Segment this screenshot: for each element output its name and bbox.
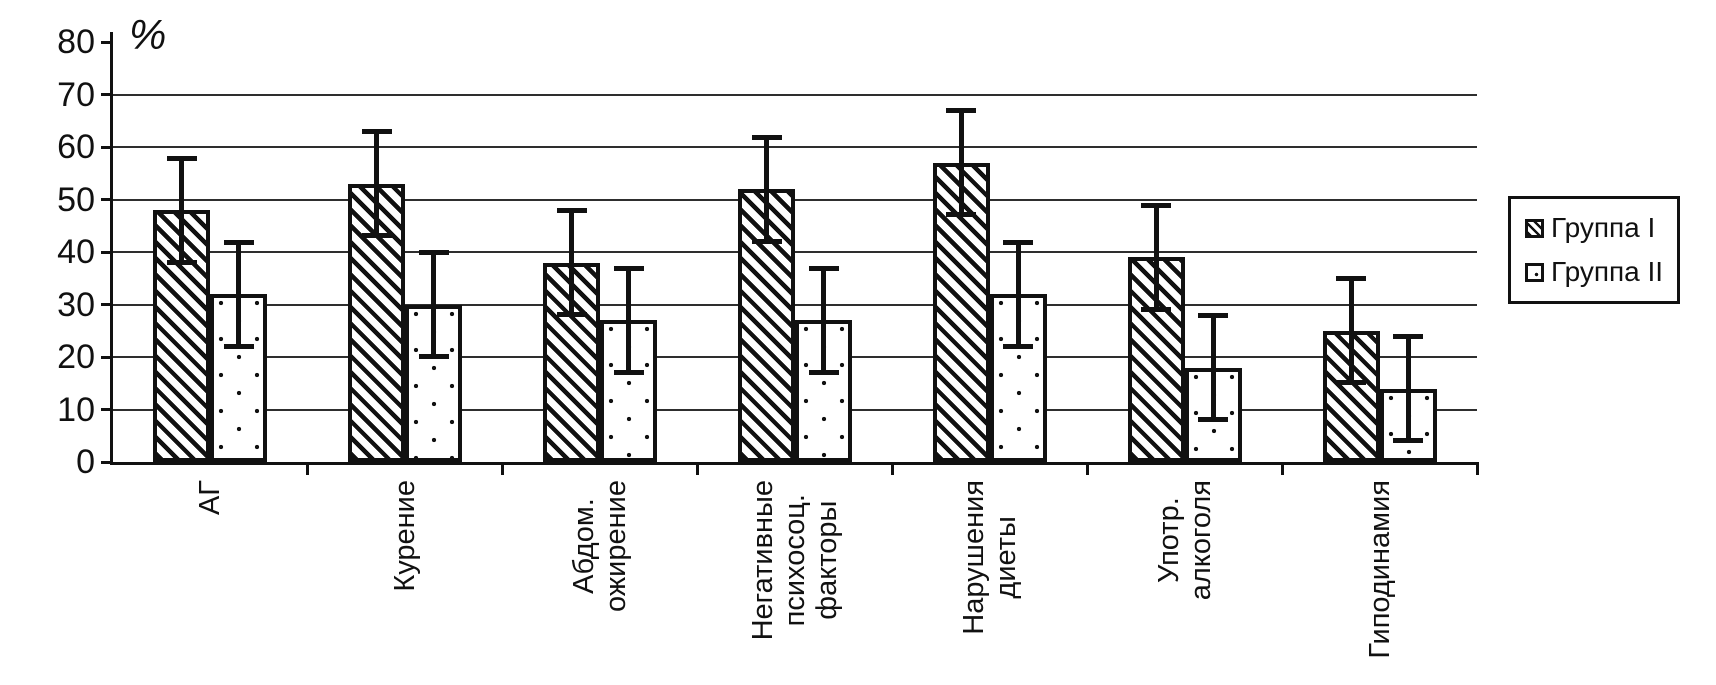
legend: Группа I Группа II xyxy=(1508,196,1680,304)
errorbar-line-group1-cat1 xyxy=(179,157,185,263)
errorbar-line-group2-cat5 xyxy=(1015,241,1021,347)
x-axis-line xyxy=(110,462,1477,465)
gridline-70 xyxy=(113,93,1477,96)
x-tick-7 xyxy=(1475,462,1479,475)
errorbar-bottomcap-group2-cat2 xyxy=(418,354,449,359)
errorbar-bottomcap-group2-cat3 xyxy=(613,369,644,375)
x-tick-3 xyxy=(696,462,700,475)
errorbar-bottomcap-group2-cat1 xyxy=(223,343,254,349)
gridline-40 xyxy=(113,251,1477,253)
errorbar-topcap-group2-cat1 xyxy=(223,239,254,245)
y-tick-30 xyxy=(101,303,113,306)
errorbar-topcap-group2-cat4 xyxy=(808,265,839,271)
errorbar-line-group1-cat7 xyxy=(1348,278,1354,384)
y-tick-label-10: 10 xyxy=(57,390,95,429)
y-tick-label-40: 40 xyxy=(57,233,95,271)
errorbar-line-group2-cat1 xyxy=(236,241,242,347)
errorbar-topcap-group1-cat7 xyxy=(1336,276,1367,282)
gridline-30 xyxy=(113,303,1477,306)
errorbar-topcap-group1-cat2 xyxy=(361,129,392,135)
y-axis-unit-label: % xyxy=(129,11,167,58)
errorbar-bottomcap-group2-cat7 xyxy=(1393,438,1424,443)
errorbar-line-group1-cat5 xyxy=(958,110,964,216)
x-tick-4 xyxy=(890,462,894,475)
errorbar-line-group2-cat2 xyxy=(431,252,437,357)
errorbar-line-group1-cat6 xyxy=(1153,204,1159,310)
errorbar-topcap-group1-cat1 xyxy=(166,155,197,161)
diagonal-hatch-swatch-icon xyxy=(1525,218,1544,238)
errorbar-bottomcap-group1-cat5 xyxy=(946,212,977,218)
bar-group2-cat4 xyxy=(795,320,852,462)
x-category-label-3: Абдом. ожирение xyxy=(568,480,633,613)
errorbar-topcap-group2-cat2 xyxy=(418,250,449,255)
errorbar-line-group1-cat4 xyxy=(764,136,769,242)
errorbar-topcap-group2-cat5 xyxy=(1003,239,1034,245)
gridline-50 xyxy=(113,198,1477,201)
y-tick-50 xyxy=(101,198,113,201)
y-tick-60 xyxy=(101,145,113,149)
y-tick-label-70: 70 xyxy=(57,75,95,114)
y-tick-label-20: 20 xyxy=(57,338,95,376)
x-category-label-5: Нарушения диеты xyxy=(957,480,1022,635)
errorbar-bottomcap-group2-cat5 xyxy=(1003,343,1034,349)
errorbar-bottomcap-group1-cat4 xyxy=(751,238,782,244)
y-tick-label-0: 0 xyxy=(76,443,95,481)
errorbar-line-group2-cat7 xyxy=(1405,336,1411,441)
x-category-label-4: Негативные психосоц. факторы xyxy=(747,480,843,641)
y-tick-label-80: 80 xyxy=(57,23,95,61)
y-tick-10 xyxy=(101,408,113,411)
errorbar-bottomcap-group1-cat6 xyxy=(1141,306,1172,312)
legend-item-group2: Группа II xyxy=(1525,257,1677,287)
x-tick-5 xyxy=(1085,462,1089,475)
errorbar-topcap-group2-cat6 xyxy=(1198,313,1229,318)
x-category-label-2: Курение xyxy=(389,480,422,592)
errorbar-topcap-group2-cat7 xyxy=(1393,334,1424,339)
y-tick-label-30: 30 xyxy=(57,285,95,324)
y-tick-label-60: 60 xyxy=(57,128,95,166)
bar-group2-cat1 xyxy=(210,294,268,462)
x-tick-6 xyxy=(1280,462,1284,475)
errorbar-topcap-group1-cat6 xyxy=(1141,202,1172,208)
errorbar-line-group1-cat2 xyxy=(374,131,380,237)
errorbar-topcap-group2-cat3 xyxy=(613,265,644,271)
errorbar-topcap-group1-cat4 xyxy=(751,134,782,140)
x-category-label-1: АГ xyxy=(194,480,227,516)
y-tick-70 xyxy=(101,93,113,96)
y-tick-20 xyxy=(101,355,113,359)
errorbar-bottomcap-group1-cat3 xyxy=(556,312,587,317)
errorbar-bottomcap-group1-cat1 xyxy=(166,259,197,265)
y-axis-line xyxy=(110,32,113,462)
errorbar-line-group2-cat6 xyxy=(1210,315,1216,420)
gridline-60 xyxy=(113,146,1477,148)
y-tick-40 xyxy=(101,250,113,254)
errorbar-bottomcap-group1-cat7 xyxy=(1336,380,1367,386)
dots-swatch-icon xyxy=(1525,262,1544,282)
errorbar-bottomcap-group2-cat4 xyxy=(808,369,839,375)
errorbar-bottomcap-group1-cat2 xyxy=(361,233,392,239)
y-tick-80 xyxy=(101,40,113,44)
errorbar-line-group1-cat3 xyxy=(569,210,575,315)
y-tick-0 xyxy=(101,460,113,464)
errorbar-topcap-group1-cat3 xyxy=(556,208,587,213)
x-tick-2 xyxy=(501,462,505,475)
bar-group1-cat5 xyxy=(932,162,990,462)
legend-label-group2: Группа II xyxy=(1551,256,1664,287)
errorbar-bottomcap-group2-cat6 xyxy=(1198,417,1229,422)
legend-label-group1: Группа I xyxy=(1551,212,1656,243)
x-category-label-7: Гиподинамия xyxy=(1363,480,1396,659)
x-category-label-6: Употр. алкоголя xyxy=(1152,480,1217,601)
y-tick-label-50: 50 xyxy=(57,180,95,219)
errorbar-topcap-group1-cat5 xyxy=(946,108,977,114)
errorbar-line-group2-cat3 xyxy=(626,267,632,373)
legend-item-group1: Группа I xyxy=(1525,213,1677,243)
errorbar-line-group2-cat4 xyxy=(821,267,826,373)
x-tick-1 xyxy=(306,462,310,475)
